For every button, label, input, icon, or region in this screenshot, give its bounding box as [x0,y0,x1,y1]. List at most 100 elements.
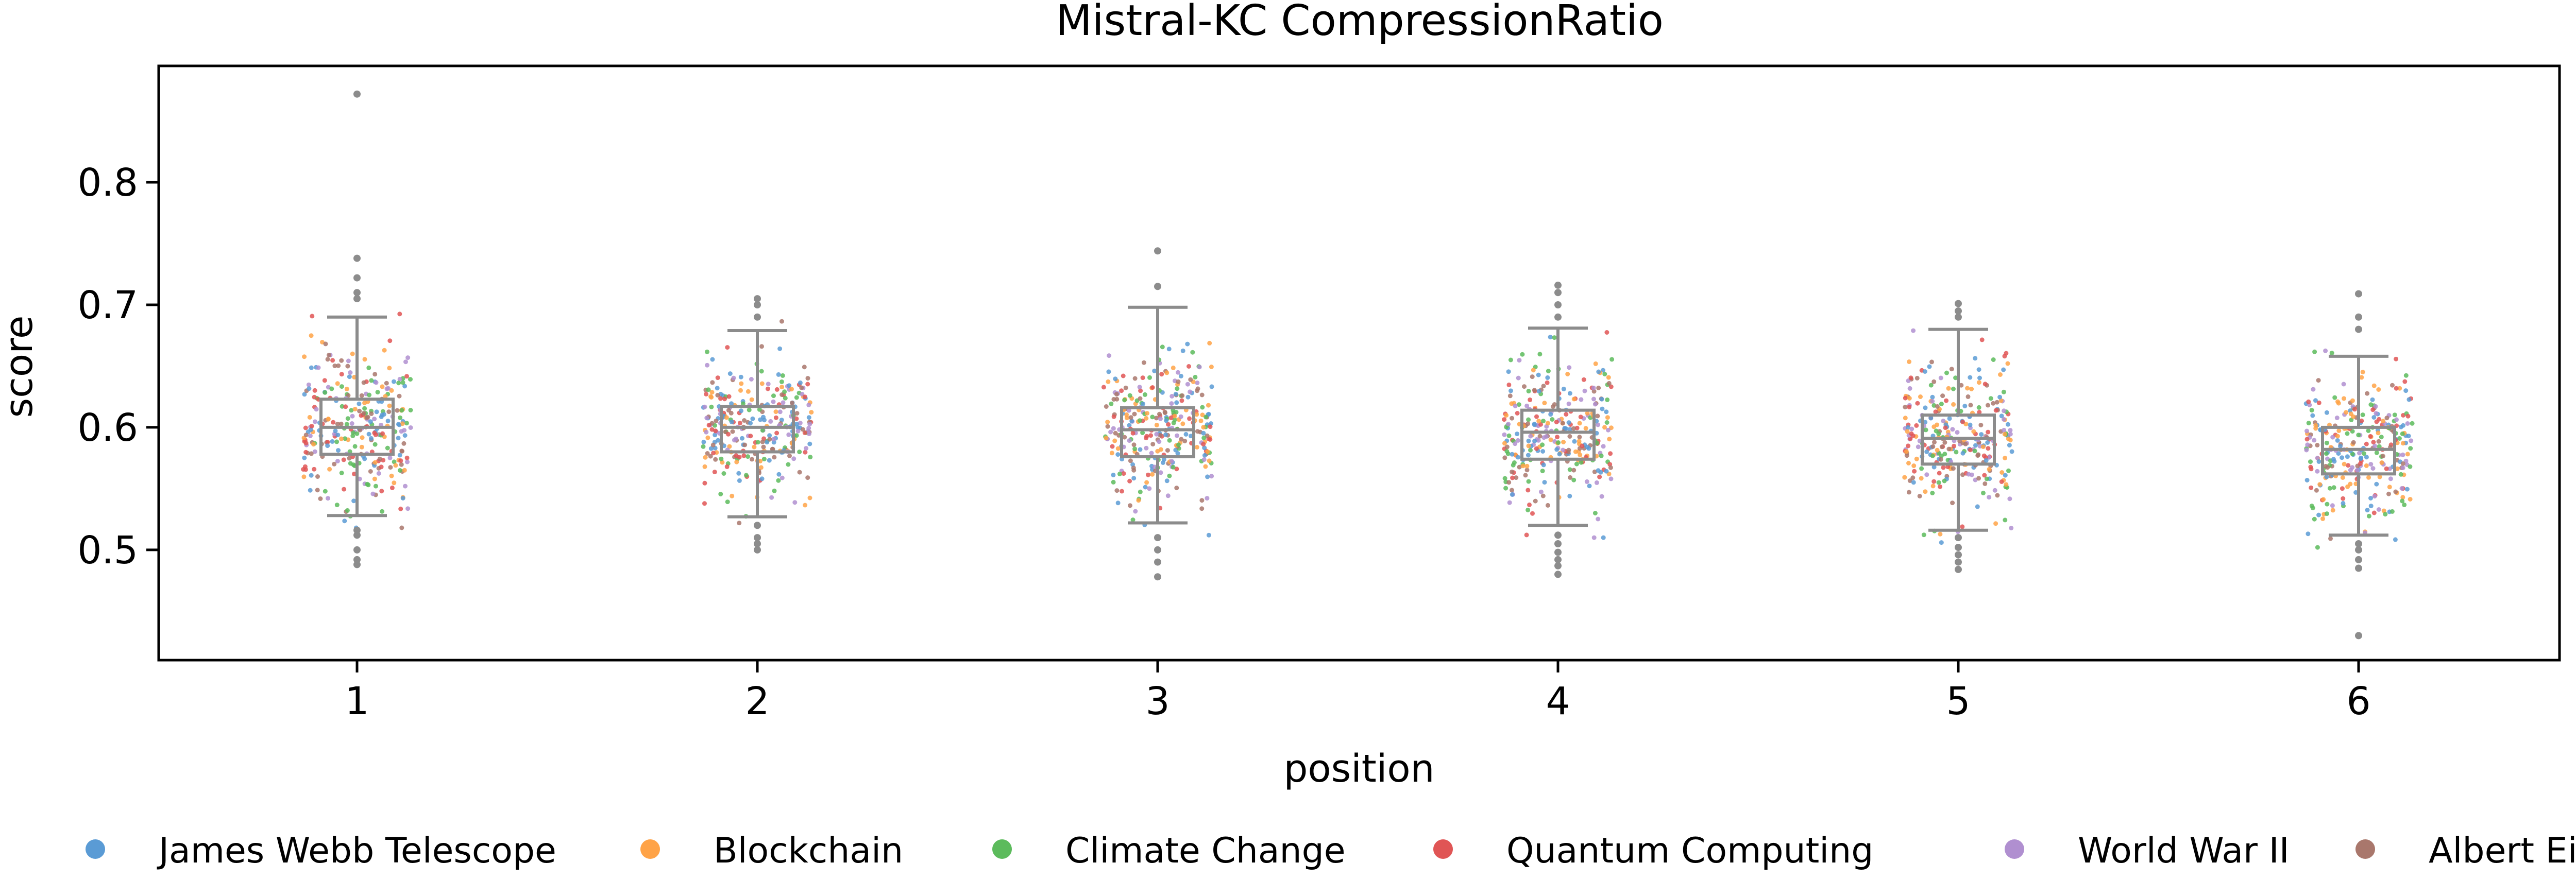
data-point [761,415,766,420]
data-point [1579,460,1584,465]
data-point [767,437,772,442]
data-point [336,448,341,453]
data-point [1206,532,1211,538]
data-point [379,489,384,494]
data-point [2325,511,2329,516]
data-point [2006,468,2011,473]
data-point [1502,476,1507,481]
position-group-4 [1502,281,1615,578]
data-point [1923,489,1928,494]
data-point [336,363,341,368]
data-point [1508,357,1513,363]
data-point [352,375,357,379]
data-point [369,378,374,383]
data-point [1567,365,1572,370]
data-point [1517,358,1522,363]
data-point [342,519,347,524]
data-point [1111,472,1116,477]
data-point [395,408,400,413]
data-point [408,425,413,430]
data-point [1522,384,1527,389]
data-point [344,422,349,427]
data-point [1907,386,1912,391]
data-point [1187,364,1191,369]
data-point [1587,484,1592,489]
data-point [2397,436,2402,441]
data-point [2371,440,2376,445]
data-point [1950,501,1955,506]
position-group-2 [701,295,814,554]
data-point [2374,411,2379,416]
outlier-point [1154,558,1161,566]
data-point [704,391,709,396]
data-point [1168,415,1174,420]
data-point [1112,438,1117,443]
data-point [1941,419,1946,423]
data-point [779,385,785,390]
data-point [705,349,709,354]
data-point [759,344,764,349]
data-point [2332,459,2337,464]
data-point [334,439,340,444]
data-point [1524,463,1530,469]
data-point [1164,370,1170,375]
data-point [1509,388,1513,393]
data-point [719,456,724,461]
box-iqr [1520,408,1596,461]
data-point [2397,386,2402,391]
data-point [2409,438,2414,443]
data-point [1550,404,1555,409]
data-point [1127,438,1132,443]
data-point [397,453,402,458]
data-point [1912,469,1917,474]
data-point [2400,465,2405,471]
data-point [1571,396,1577,402]
data-point [1931,379,1937,384]
data-point [2379,435,2384,440]
data-point [308,488,313,493]
data-point [372,460,378,465]
data-point [1130,430,1136,436]
data-point [1922,369,1927,374]
data-point [348,370,353,375]
data-point [760,439,765,444]
data-point [2315,456,2320,460]
plot-area [301,90,2415,640]
data-point [1513,441,1518,446]
data-point [1524,468,1530,473]
data-point [1194,412,1199,417]
data-point [1978,423,1984,427]
data-point [396,381,401,386]
data-point [1169,401,1174,406]
data-point [1906,490,1911,495]
data-point [1205,433,1210,438]
outlier-point [1554,548,1562,556]
data-point [1517,464,1522,470]
data-point [1591,385,1596,390]
data-point [2383,512,2388,517]
data-point [2002,408,2007,413]
data-point [325,443,330,448]
data-point [397,393,402,399]
data-point [1580,443,1585,448]
legend-label: Albert Einstein [2429,831,2576,871]
data-point [2393,537,2398,542]
data-point [1128,503,1132,508]
data-point [345,364,350,369]
data-point [1502,455,1507,460]
data-point [1115,501,1121,506]
data-point [1506,433,1512,438]
data-point [1169,459,1174,464]
data-point [1984,458,1989,463]
legend: James Webb Telescope Blockchain Climate Ch… [86,831,2576,871]
data-point [1520,352,1525,357]
data-point [797,450,802,455]
data-point [2405,452,2410,457]
x-axis-label: position [1283,747,1434,791]
data-point [1203,464,1208,469]
data-point [1911,463,1917,468]
data-point [405,459,410,464]
data-point [2356,433,2361,438]
data-point [2312,438,2317,443]
data-point [1567,391,1572,396]
